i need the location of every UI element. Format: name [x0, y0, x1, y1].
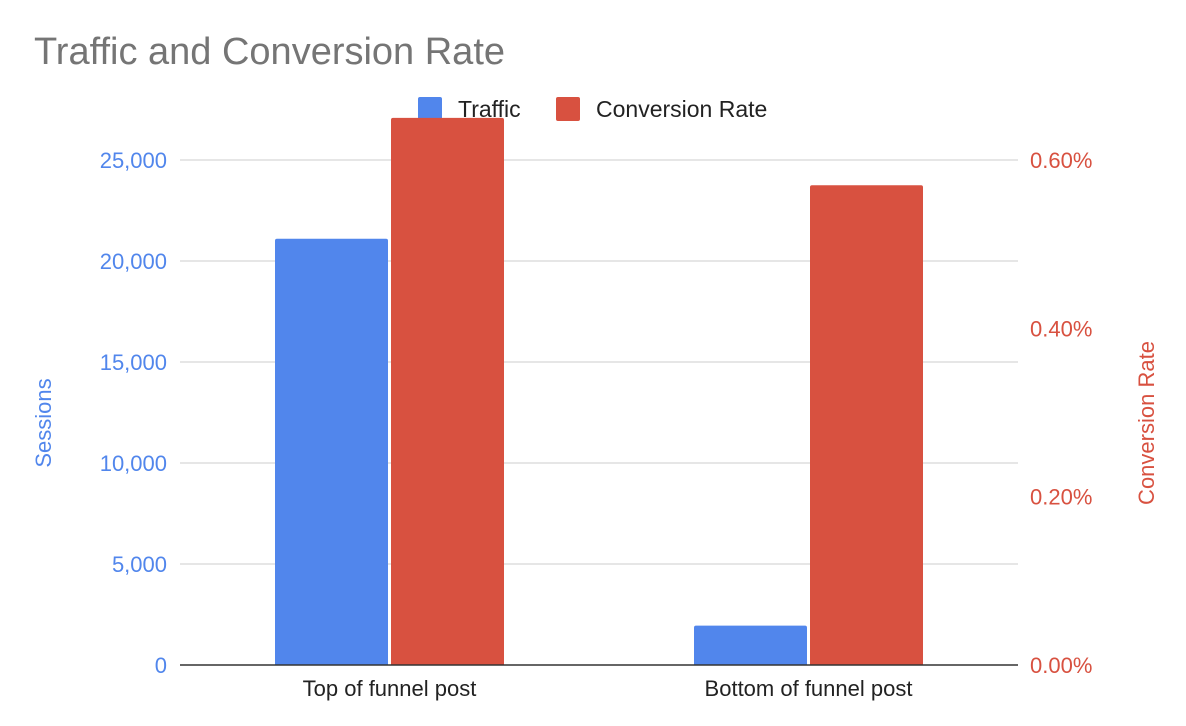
legend-item: Traffic [418, 96, 521, 122]
right-axis-title: Conversion Rate [1134, 341, 1159, 505]
right-tick-label: 0.20% [1030, 485, 1092, 510]
left-tick-label: 15,000 [100, 350, 167, 375]
left-axis-title: Sessions [31, 378, 56, 467]
category-labels: Top of funnel post Bottom of funnel post [303, 676, 913, 701]
chart-title: Traffic and Conversion Rate [34, 31, 505, 73]
legend-label: Conversion Rate [596, 96, 767, 122]
bar-traffic-0 [275, 238, 388, 665]
right-tick-label: 0.00% [1030, 653, 1092, 678]
bar-conversion-rate-0 [391, 117, 504, 665]
legend-swatch [418, 97, 442, 121]
left-tick-label: 0 [155, 653, 167, 678]
legend-swatch [556, 97, 580, 121]
bar-traffic-1 [694, 625, 807, 665]
left-tick-label: 10,000 [100, 451, 167, 476]
legend-item: Conversion Rate [556, 96, 767, 122]
right-tick-label: 0.60% [1030, 148, 1092, 173]
legend: Traffic Conversion Rate [418, 96, 767, 122]
left-tick-label: 25,000 [100, 148, 167, 173]
left-tick-label: 5,000 [112, 552, 167, 577]
left-axis-ticks: 0 5,000 10,000 15,000 20,000 25,000 [100, 148, 167, 678]
bars [275, 117, 923, 665]
bar-conversion-rate-1 [810, 185, 923, 665]
legend-label: Traffic [458, 96, 521, 122]
category-label: Bottom of funnel post [705, 676, 913, 701]
category-label: Top of funnel post [303, 676, 477, 701]
right-axis-ticks: 0.00% 0.20% 0.40% 0.60% [1030, 148, 1092, 678]
right-tick-label: 0.40% [1030, 316, 1092, 341]
left-tick-label: 20,000 [100, 249, 167, 274]
